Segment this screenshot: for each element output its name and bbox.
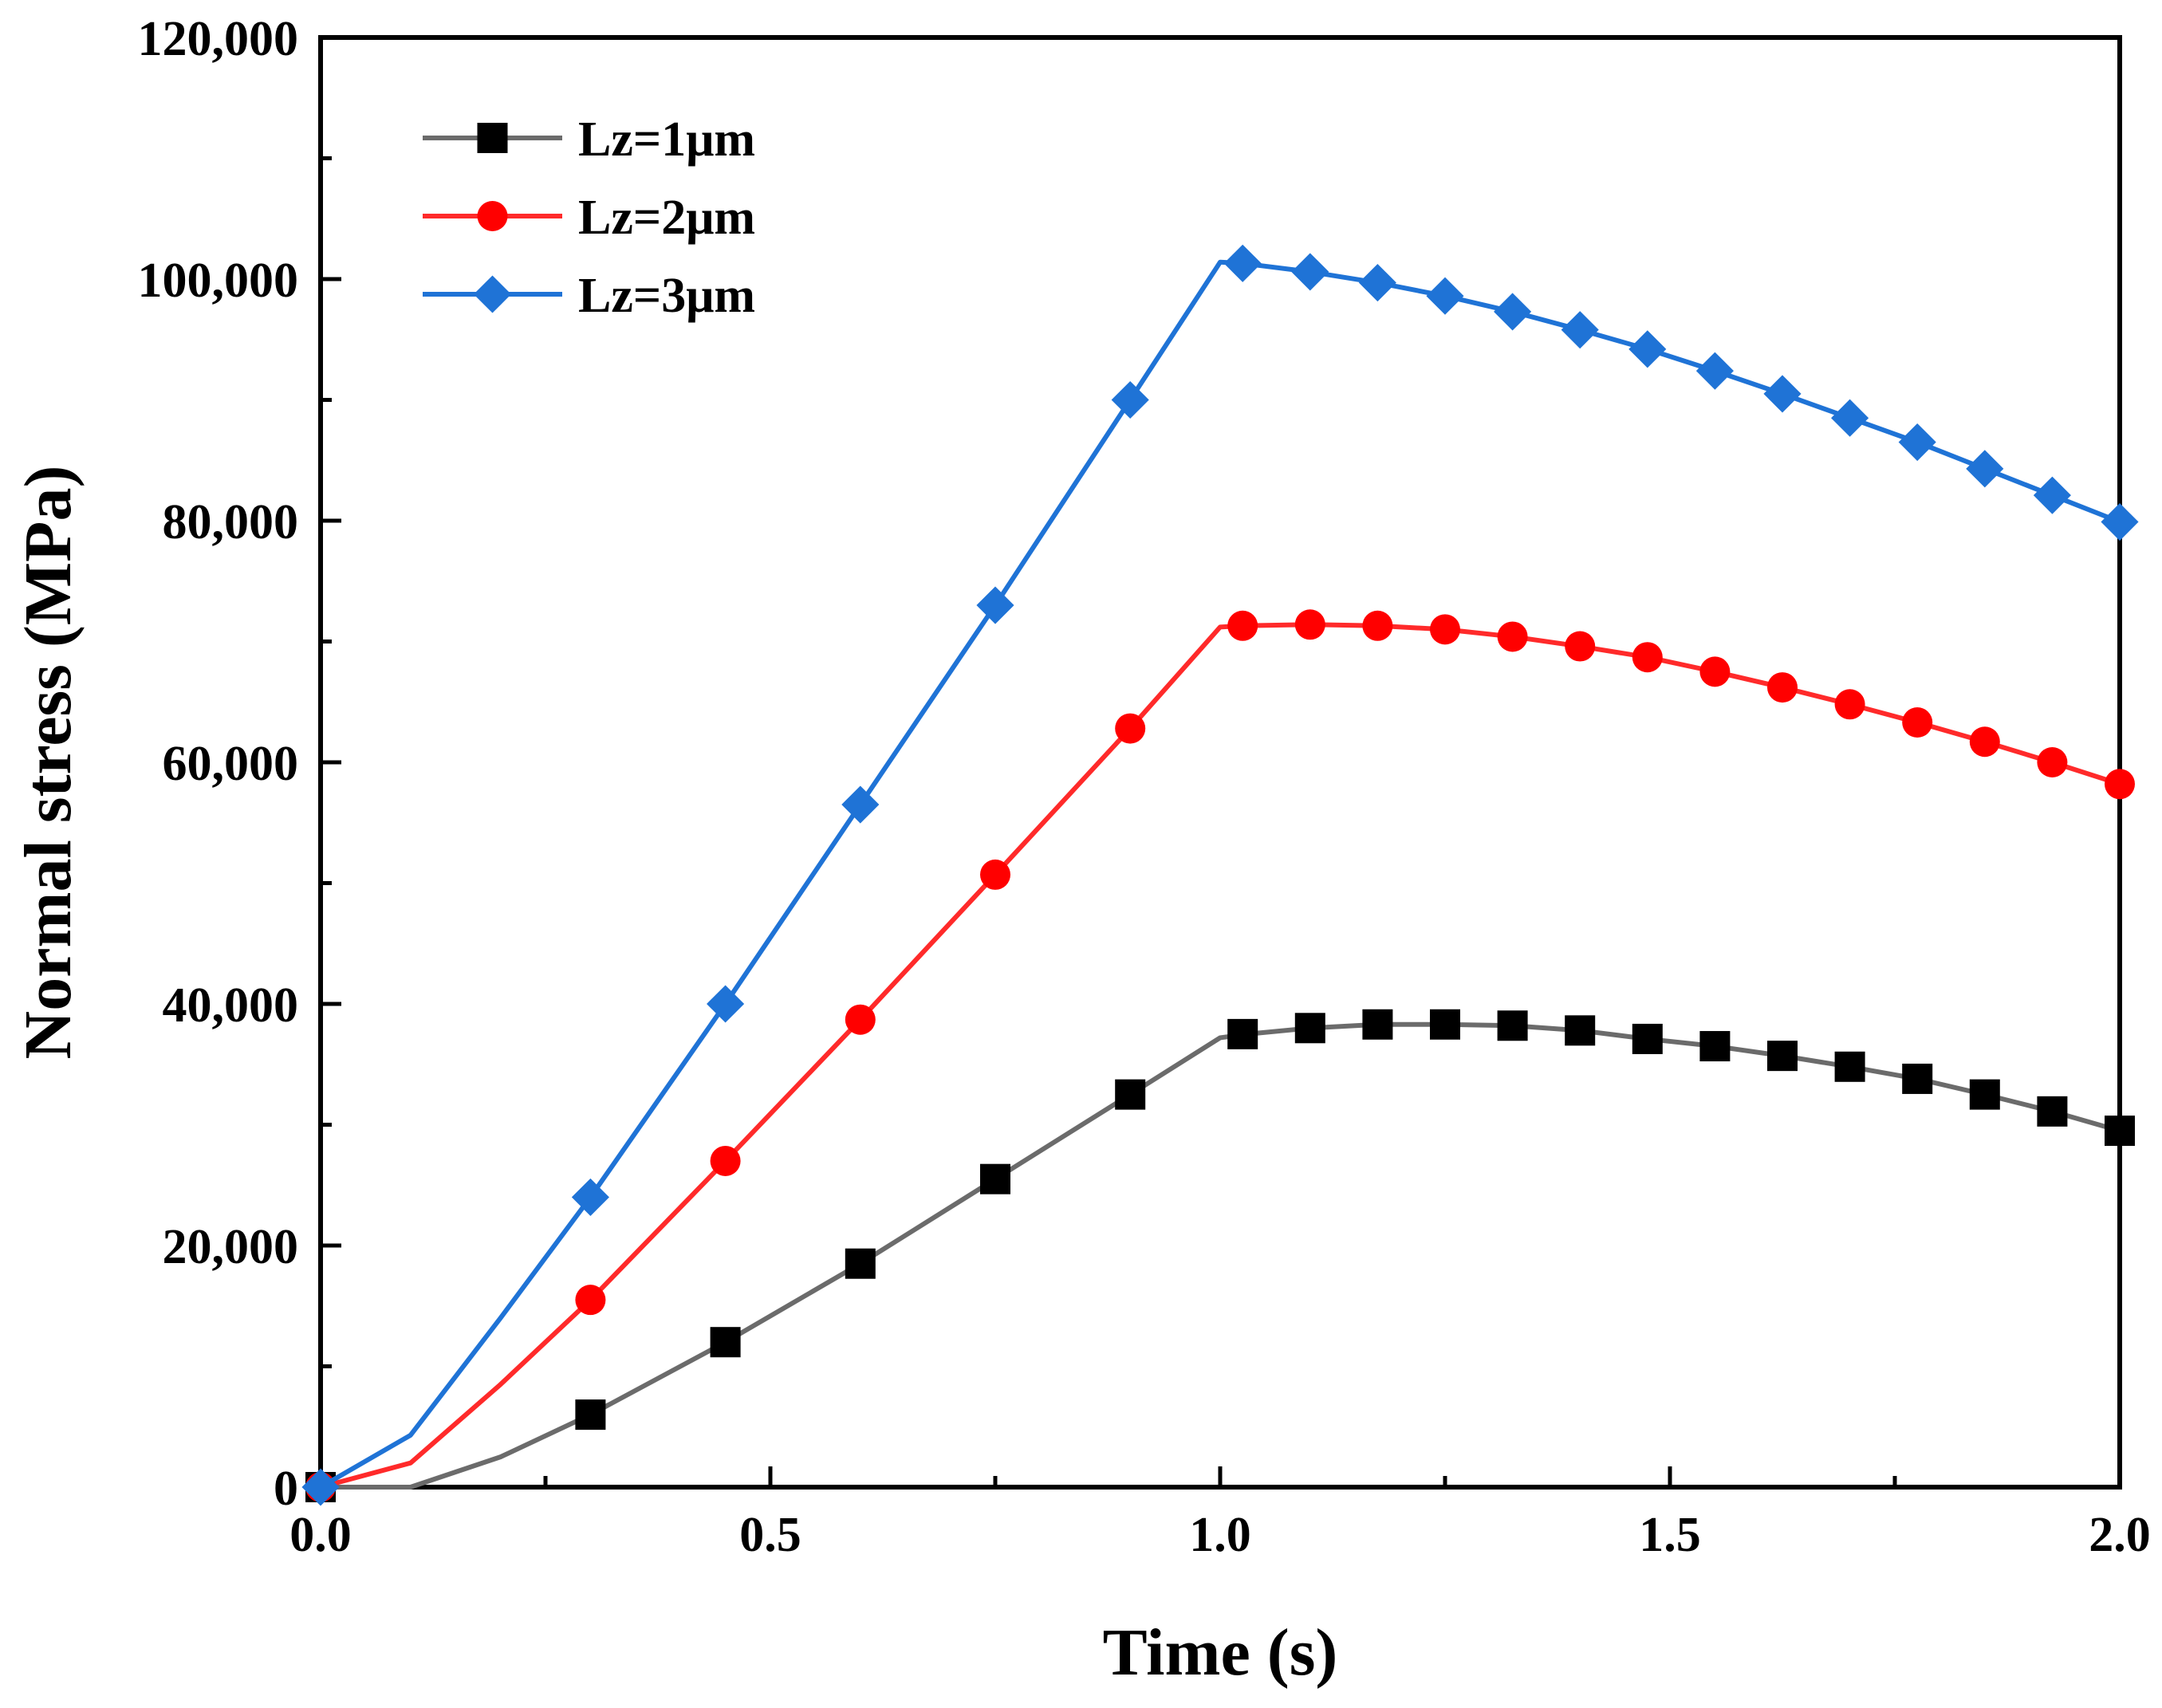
series-3 <box>301 244 2139 1506</box>
data-point <box>1362 610 1393 641</box>
x-tick-label: 1.0 <box>1189 1508 1251 1562</box>
data-point <box>1497 1010 1528 1041</box>
data-point <box>845 1004 876 1035</box>
data-point <box>1699 656 1731 687</box>
data-point <box>1628 330 1667 368</box>
data-point <box>1430 614 1460 645</box>
legend-marker <box>477 201 508 231</box>
data-point <box>1497 621 1528 652</box>
data-point <box>980 859 1010 890</box>
data-point <box>1227 610 1258 641</box>
data-point <box>1632 642 1663 673</box>
series-2 <box>305 609 2135 1502</box>
data-point <box>1565 631 1596 662</box>
legend: Lz=1μm Lz=2μm Lz=3μm <box>423 112 755 323</box>
legend-label: Lz=3μm <box>578 269 755 323</box>
x-axis-title: Time (s) <box>1103 1616 1338 1690</box>
data-point <box>980 1163 1010 1194</box>
y-tick-label: 120,000 <box>138 12 299 66</box>
data-point <box>1494 293 1532 331</box>
legend-entry: Lz=1μm <box>423 112 755 167</box>
data-point <box>1902 1063 1933 1094</box>
data-point <box>1115 713 1146 744</box>
data-point <box>2105 1116 2135 1147</box>
y-tick-label: 100,000 <box>138 254 299 308</box>
data-point <box>301 1468 340 1506</box>
series-1 <box>305 1009 2135 1502</box>
data-point <box>1115 1079 1146 1110</box>
data-point <box>1898 423 1936 462</box>
data-point <box>2033 476 2071 514</box>
data-point <box>1358 263 1396 302</box>
data-point <box>1294 1013 1325 1044</box>
legend-label: Lz=1μm <box>578 112 755 167</box>
data-point <box>2101 502 2139 541</box>
y-tick-label: 20,000 <box>163 1220 299 1274</box>
y-axis-ticks: 0 20,000 40,000 60,000 80,000 100,000 120,000 <box>138 12 341 1516</box>
x-tick-label: 0.0 <box>289 1508 352 1562</box>
data-point <box>710 1145 741 1176</box>
data-point <box>571 1178 609 1216</box>
legend-marker <box>473 275 512 313</box>
data-point <box>1699 1031 1731 1062</box>
x-tick-label: 1.5 <box>1639 1508 1701 1562</box>
data-point <box>976 586 1014 624</box>
data-point <box>1966 450 2004 488</box>
data-point <box>1767 1041 1798 1072</box>
data-point <box>1969 1079 2000 1110</box>
y-tick-label: 40,000 <box>163 978 299 1033</box>
x-axis-ticks: 0.0 0.5 1.0 1.5 2.0 <box>289 1466 2151 1562</box>
data-point <box>1294 609 1325 640</box>
data-point <box>710 1327 741 1358</box>
data-point <box>2037 747 2068 777</box>
y-tick-label: 0 <box>274 1462 298 1516</box>
data-point <box>1362 1009 1393 1040</box>
data-point <box>2037 1096 2068 1127</box>
data-point <box>1565 1015 1596 1046</box>
data-point <box>1767 672 1798 703</box>
legend-entry: Lz=3μm <box>423 269 755 323</box>
data-point <box>1831 399 1869 437</box>
x-tick-label: 2.0 <box>2089 1508 2151 1562</box>
data-point <box>1561 311 1599 349</box>
plot-frame <box>318 35 2122 1490</box>
data-point <box>1902 707 1933 738</box>
data-point <box>1969 726 2000 758</box>
data-point <box>575 1285 606 1316</box>
data-point <box>1111 380 1149 419</box>
data-point <box>1695 352 1734 390</box>
data-point <box>1632 1023 1663 1054</box>
data-point <box>841 785 880 824</box>
data-point <box>845 1248 876 1279</box>
y-axis-title: Normal stress (MPa) <box>11 466 85 1060</box>
data-point <box>1426 277 1464 315</box>
series-layer <box>301 244 2139 1506</box>
data-point <box>1834 1051 1865 1082</box>
data-point <box>1227 1018 1258 1049</box>
y-tick-label: 60,000 <box>163 737 299 791</box>
x-tick-label: 0.5 <box>739 1508 801 1562</box>
data-point <box>1834 689 1865 720</box>
data-point <box>1430 1009 1460 1040</box>
legend-label: Lz=2μm <box>578 191 755 245</box>
data-point <box>2105 769 2135 800</box>
data-point <box>575 1399 606 1431</box>
data-point <box>707 985 745 1023</box>
legend-marker <box>477 123 508 153</box>
y-tick-label: 80,000 <box>163 495 299 549</box>
legend-entry: Lz=2μm <box>423 191 755 245</box>
data-point <box>1223 244 1262 282</box>
data-point <box>1763 375 1802 413</box>
data-point <box>1291 253 1329 291</box>
